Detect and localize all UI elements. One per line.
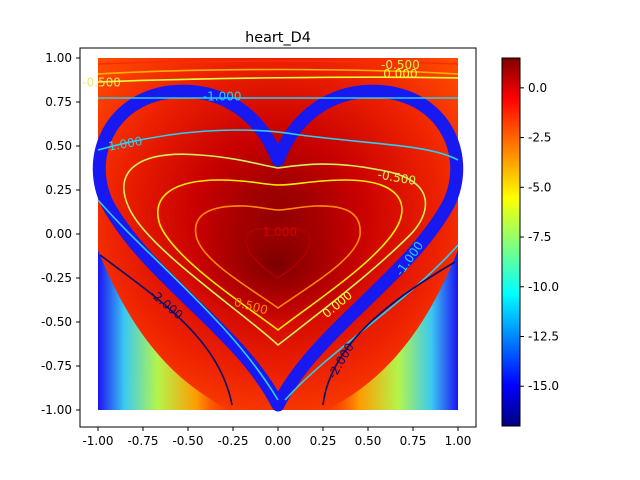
chart-title: heart_D4 — [245, 30, 311, 46]
colorbar-ticks: 0.0 -2.5 -5.0 -7.5 -10.0 -12.5 -15.0 — [520, 81, 559, 393]
x-tick-label: -0.25 — [217, 434, 248, 448]
contour-label: -0.500 — [377, 167, 418, 188]
colorbar-gradient — [501, 57, 521, 427]
x-tick-label: -0.50 — [172, 434, 203, 448]
contour-label: -0.500 — [381, 58, 420, 72]
contour-ring-orange — [194, 205, 361, 309]
y-tick-label: -0.50 — [41, 315, 72, 329]
contour-top-yellow — [97, 76, 459, 83]
colorbar-tick-label: -15.0 — [528, 379, 559, 393]
contour-label: 1.000 — [263, 225, 297, 239]
contour-label: -0.500 — [82, 76, 121, 90]
heatmap-corner-right — [326, 250, 458, 410]
x-tick-label: 1.00 — [445, 434, 472, 448]
heatmap-corner-left — [98, 250, 230, 410]
y-axis: 1.00 0.75 0.50 0.25 0.00 -0.25 -0.50 -0.75 -1.00 — [41, 51, 80, 417]
contour-lines — [97, 60, 459, 406]
x-tick-label: 0.00 — [265, 434, 292, 448]
contour-top-orange — [97, 68, 459, 75]
x-tick-label: 0.75 — [400, 434, 427, 448]
contour-ring-yellowgreen — [123, 153, 427, 347]
colorbar-tick-label: -2.5 — [528, 131, 551, 145]
contour-navy-right — [322, 261, 456, 406]
y-tick-label: 0.75 — [45, 95, 72, 109]
contour-label: 0.000 — [383, 67, 417, 81]
y-tick-label: -1.00 — [41, 403, 72, 417]
y-tick-label: 0.00 — [45, 227, 72, 241]
y-tick-label: 0.50 — [45, 139, 72, 153]
contour-navy-left — [99, 254, 233, 406]
contour-cyan-left — [97, 199, 279, 401]
y-tick-label: 0.25 — [45, 183, 72, 197]
x-tick-label: 0.50 — [355, 434, 382, 448]
contour-label: -1.000 — [203, 90, 242, 104]
heatmap-plot-area: -0.5000.000-0.500-1.000-1.000-0.500-1.00… — [82, 58, 464, 412]
x-tick-label: -0.75 — [127, 434, 158, 448]
contour-label: -1.000 — [103, 134, 144, 155]
contour-ring-red — [245, 228, 311, 279]
y-tick-label: -0.75 — [41, 359, 72, 373]
y-tick-label: -0.25 — [41, 271, 72, 285]
x-tick-label: -1.00 — [82, 434, 113, 448]
colorbar: 0.0 -2.5 -5.0 -7.5 -10.0 -12.5 -15.0 — [501, 57, 559, 427]
x-axis: -1.00 -0.75 -0.50 -0.25 0.00 0.25 0.50 0.75 1.00 — [82, 427, 471, 448]
heatmap-core — [183, 180, 373, 320]
contour-cyan-right — [284, 244, 459, 401]
y-tick-label: 1.00 — [45, 51, 72, 65]
colorbar-tick-label: -12.5 — [528, 329, 559, 343]
contour-top-red — [97, 60, 459, 65]
colorbar-tick-label: -7.5 — [528, 230, 551, 244]
contour-mid-cyan — [97, 129, 459, 161]
contour-ring-yellow — [157, 179, 403, 332]
colorbar-tick-label: -10.0 — [528, 280, 559, 294]
colorbar-tick-label: 0.0 — [528, 81, 547, 95]
colorbar-tick-label: -5.0 — [528, 180, 551, 194]
x-tick-label: 0.25 — [310, 434, 337, 448]
